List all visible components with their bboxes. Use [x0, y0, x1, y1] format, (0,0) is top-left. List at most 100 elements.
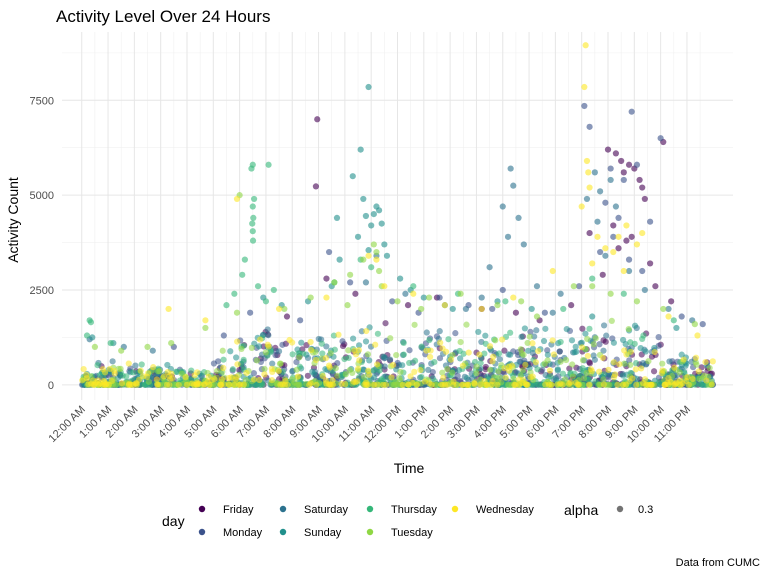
data-point — [297, 317, 304, 324]
data-point — [610, 233, 617, 240]
data-point — [456, 347, 463, 355]
data-point — [708, 381, 716, 388]
data-point — [610, 222, 617, 229]
data-point — [350, 335, 357, 342]
data-point — [615, 214, 622, 221]
data-point — [659, 367, 666, 374]
data-point — [518, 333, 525, 340]
data-point — [539, 366, 546, 374]
data-point — [600, 322, 608, 329]
data-point — [268, 365, 275, 372]
data-point — [583, 157, 591, 165]
data-point — [441, 302, 448, 309]
data-point — [375, 207, 383, 214]
data-point — [342, 371, 349, 378]
data-point — [610, 373, 618, 381]
data-point — [581, 83, 588, 91]
data-point — [670, 317, 677, 324]
data-point — [597, 248, 604, 256]
data-point — [473, 370, 480, 377]
legend-label-friday: Friday — [223, 504, 254, 516]
data-point — [164, 361, 171, 369]
data-point — [125, 360, 132, 367]
data-point — [594, 218, 601, 225]
data-point — [83, 371, 90, 378]
data-point — [583, 195, 591, 203]
data-point — [365, 252, 372, 259]
data-point — [404, 302, 412, 309]
data-point — [638, 365, 645, 372]
data-point — [540, 337, 548, 345]
data-point — [610, 339, 617, 346]
data-point — [231, 290, 238, 297]
data-point — [457, 290, 464, 297]
data-point — [370, 211, 377, 218]
data-point — [518, 350, 525, 357]
legend-label-saturday: Saturday — [304, 504, 349, 516]
data-point — [557, 338, 564, 346]
data-point — [165, 305, 172, 313]
data-point — [355, 365, 362, 372]
data-point — [494, 381, 501, 388]
data-point — [296, 354, 303, 361]
data-point — [495, 350, 503, 357]
y-axis-label: Activity Count — [5, 177, 21, 263]
data-point — [668, 298, 675, 305]
data-point — [89, 334, 96, 341]
data-point — [118, 347, 125, 354]
data-point — [354, 233, 362, 240]
data-point — [249, 220, 256, 227]
data-point — [519, 367, 526, 374]
data-point — [458, 381, 465, 388]
legend-swatch-friday — [198, 505, 206, 513]
data-point — [361, 374, 368, 381]
data-point — [512, 309, 520, 316]
data-point — [482, 332, 489, 339]
legend-swatch-saturday — [279, 505, 287, 513]
data-point — [261, 371, 268, 378]
data-point — [499, 336, 506, 343]
data-point — [523, 381, 530, 388]
data-point — [494, 302, 501, 309]
data-point — [410, 290, 417, 297]
data-point — [641, 286, 648, 294]
data-point — [149, 347, 156, 354]
data-point — [248, 344, 255, 351]
data-point — [243, 369, 250, 377]
data-point — [599, 271, 606, 278]
data-point — [194, 369, 201, 376]
data-point — [526, 333, 533, 340]
data-point — [308, 346, 315, 354]
data-point — [137, 367, 144, 374]
data-point — [556, 348, 563, 355]
data-point — [220, 364, 227, 372]
data-point — [275, 305, 283, 313]
legend-alpha-label: 0.3 — [638, 504, 653, 516]
data-point — [597, 188, 604, 195]
data-point — [298, 339, 305, 346]
y-tick-label: 0 — [48, 380, 54, 392]
data-point — [366, 357, 373, 364]
data-point — [568, 302, 575, 309]
data-point — [652, 283, 659, 290]
data-point — [642, 348, 649, 355]
data-point — [586, 325, 593, 332]
data-point — [641, 376, 649, 383]
data-point — [592, 335, 599, 342]
data-point — [252, 381, 259, 388]
data-point — [264, 341, 271, 348]
data-point — [596, 368, 603, 375]
data-point — [307, 380, 314, 387]
data-point — [219, 347, 226, 354]
data-point — [518, 298, 525, 305]
data-point — [475, 328, 482, 336]
data-point — [557, 358, 564, 365]
data-point — [109, 358, 116, 365]
data-point — [257, 381, 264, 388]
data-point — [602, 245, 609, 252]
data-point — [400, 351, 407, 358]
data-point — [651, 348, 658, 356]
data-point — [418, 305, 425, 313]
data-point — [486, 343, 494, 350]
